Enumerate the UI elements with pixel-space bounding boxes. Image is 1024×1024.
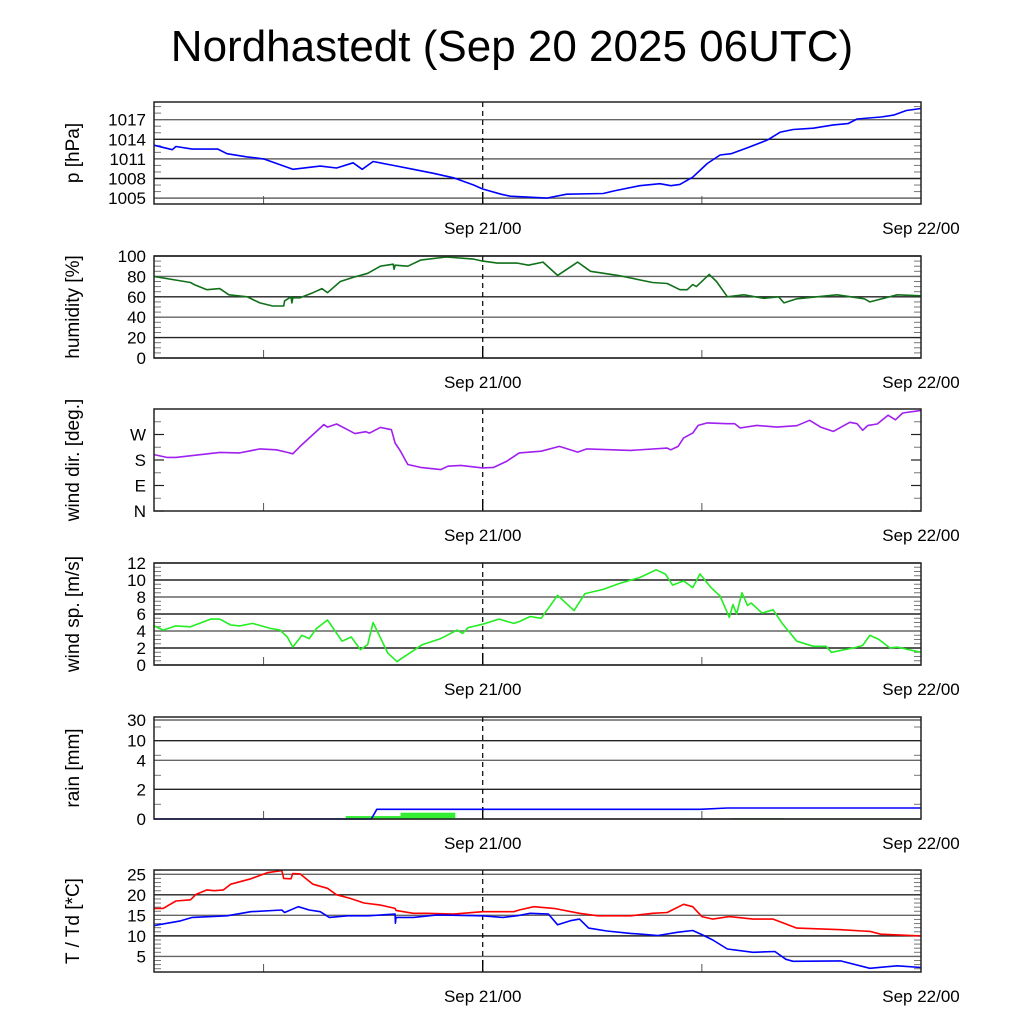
accumulated-rain-line [154, 807, 921, 820]
y-axis-title: rain [mm] [63, 728, 84, 807]
x-tick-label: Sep 21/00 [444, 219, 522, 238]
y-tick-label: 2 [137, 639, 146, 658]
y-tick-label: 1005 [108, 189, 146, 208]
td-line [153, 905, 922, 970]
humidity-line [153, 256, 922, 307]
rain-panel: 0 2 410 30 Sep 21/00 Sep 22/00 rain [mm] [63, 711, 960, 853]
y-tick-label: 40 [127, 308, 146, 327]
t-line [154, 869, 922, 937]
wind-direction-line [153, 409, 922, 471]
y-tick-label: 0 [137, 349, 146, 368]
y-tick-label: 80 [127, 267, 146, 286]
y-tick-label: 20 [127, 886, 146, 905]
y-tick-label: 5 [137, 947, 146, 966]
y-axis-title: p [hPa] [63, 123, 84, 183]
y-tick-label: 10 [127, 732, 146, 751]
chart-title: Nordhastedt (Sep 20 2025 06UTC) [170, 22, 854, 71]
y-tick-label: 30 [127, 711, 146, 730]
x-tick-label: Sep 21/00 [444, 373, 522, 392]
y-tick-label: 1011 [109, 150, 146, 169]
plot-frame [153, 408, 922, 512]
plot-frame [153, 716, 922, 820]
plot-frame [153, 255, 922, 359]
y-tick-label: 15 [127, 906, 146, 925]
y-axis-title: wind dir. [deg.] [63, 399, 84, 523]
y-tick-label: W [130, 426, 146, 445]
y-tick-label: 60 [127, 288, 146, 307]
rain-bar [400, 812, 456, 819]
y-tick-label: 10 [127, 571, 146, 590]
x-tick-label: Sep 22/00 [882, 373, 960, 392]
x-tick-label: Sep 22/00 [882, 219, 960, 238]
x-tick-label: Sep 22/00 [882, 987, 960, 1006]
y-tick-label: 25 [127, 865, 146, 884]
y-tick-label: 8 [137, 588, 146, 607]
x-tick-label: Sep 22/00 [882, 834, 960, 853]
y-tick-label: 1014 [108, 130, 146, 149]
y-tick-label: 4 [137, 622, 146, 641]
plot-frame [153, 869, 922, 973]
y-tick-label: 100 [118, 247, 146, 266]
y-tick-label: E [135, 477, 146, 496]
y-tick-label: 10 [127, 927, 146, 946]
plot-frame [153, 562, 922, 666]
y-tick-label: N [134, 502, 146, 521]
rain-bar [345, 816, 401, 819]
x-tick-label: Sep 21/00 [444, 987, 522, 1006]
y-tick-label: 4 [137, 751, 146, 770]
y-axis-title: wind sp. [m/s] [63, 556, 84, 673]
y-tick-label: 12 [127, 554, 146, 573]
y-tick-label: 2 [137, 780, 146, 799]
x-tick-label: Sep 22/00 [882, 526, 960, 545]
x-tick-label: Sep 22/00 [882, 680, 960, 699]
y-tick-label: 0 [137, 810, 146, 829]
y-tick-label: 0 [137, 656, 146, 675]
y-axis-title: humidity [%] [63, 255, 84, 358]
y-tick-label: 20 [127, 329, 146, 348]
plot-frame [153, 101, 922, 205]
x-tick-label: Sep 21/00 [444, 526, 522, 545]
y-tick-label: S [135, 451, 146, 470]
wind-speed-line [153, 569, 922, 663]
y-tick-label: 1008 [108, 170, 146, 189]
y-axis-title: T / Td [*C] [63, 878, 84, 964]
x-tick-label: Sep 21/00 [444, 834, 522, 853]
y-tick-label: 6 [137, 605, 146, 624]
pressure-line [153, 107, 922, 199]
x-tick-label: Sep 21/00 [444, 680, 522, 699]
y-tick-label: 1017 [108, 111, 146, 130]
